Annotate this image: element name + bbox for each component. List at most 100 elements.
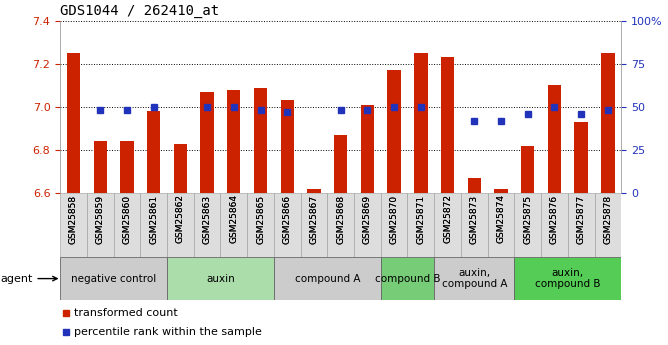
Text: GSM25877: GSM25877 [576, 195, 586, 244]
Text: auxin: auxin [206, 274, 235, 284]
Text: GSM25861: GSM25861 [149, 195, 158, 244]
Text: GSM25870: GSM25870 [389, 195, 399, 244]
Text: GSM25861: GSM25861 [149, 195, 158, 244]
Text: GSM25874: GSM25874 [496, 195, 506, 244]
Bar [147, 111, 160, 193]
Bar [601, 53, 615, 193]
Bar [307, 189, 321, 193]
Bar [274, 257, 381, 300]
Bar [387, 70, 401, 193]
Bar [381, 193, 407, 257]
Bar [60, 257, 167, 300]
Bar [521, 146, 534, 193]
Bar [254, 88, 267, 193]
Text: GSM25859: GSM25859 [96, 195, 105, 244]
Text: GDS1044 / 262410_at: GDS1044 / 262410_at [60, 4, 219, 18]
Bar [94, 141, 107, 193]
Bar [574, 122, 588, 193]
Bar [140, 193, 167, 257]
Bar [434, 257, 514, 300]
Bar [461, 193, 488, 257]
Bar [334, 135, 347, 193]
Bar [301, 193, 327, 257]
Bar [514, 257, 621, 300]
Bar [327, 193, 354, 257]
Text: agent: agent [0, 274, 57, 284]
Text: GSM25875: GSM25875 [523, 195, 532, 244]
Bar [568, 193, 595, 257]
Text: GSM25869: GSM25869 [363, 195, 372, 244]
Text: GSM25862: GSM25862 [176, 195, 185, 244]
Text: GSM25859: GSM25859 [96, 195, 105, 244]
Text: GSM25873: GSM25873 [470, 195, 479, 244]
Text: GSM25867: GSM25867 [309, 195, 319, 244]
Text: GSM25866: GSM25866 [283, 195, 292, 244]
Text: GSM25865: GSM25865 [256, 195, 265, 244]
Text: GSM25869: GSM25869 [363, 195, 372, 244]
Text: GSM25867: GSM25867 [309, 195, 319, 244]
Text: GSM25860: GSM25860 [122, 195, 132, 244]
Text: auxin,
compound B: auxin, compound B [535, 268, 601, 289]
Text: GSM25866: GSM25866 [283, 195, 292, 244]
Text: GSM25864: GSM25864 [229, 195, 238, 244]
Bar [220, 193, 247, 257]
Text: GSM25865: GSM25865 [256, 195, 265, 244]
Bar [167, 193, 194, 257]
Text: GSM25871: GSM25871 [416, 195, 426, 244]
Bar [494, 189, 508, 193]
Bar [381, 257, 434, 300]
Text: GSM25876: GSM25876 [550, 195, 559, 244]
Text: compound A: compound A [295, 274, 360, 284]
Text: auxin,
compound A: auxin, compound A [442, 268, 507, 289]
Text: GSM25868: GSM25868 [336, 195, 345, 244]
Bar [541, 193, 568, 257]
Bar [361, 105, 374, 193]
Text: GSM25863: GSM25863 [202, 195, 212, 244]
Bar [60, 193, 87, 257]
Text: GSM25878: GSM25878 [603, 195, 613, 244]
Text: GSM25860: GSM25860 [122, 195, 132, 244]
Bar [174, 144, 187, 193]
Bar [194, 193, 220, 257]
Bar [114, 193, 140, 257]
Text: compound B: compound B [375, 274, 440, 284]
Bar [200, 92, 214, 193]
Text: transformed count: transformed count [74, 308, 178, 318]
Text: GSM25874: GSM25874 [496, 195, 506, 244]
Text: GSM25872: GSM25872 [443, 195, 452, 244]
Bar [595, 193, 621, 257]
Bar [247, 193, 274, 257]
Bar [274, 193, 301, 257]
Bar [407, 193, 434, 257]
Text: GSM25878: GSM25878 [603, 195, 613, 244]
Text: GSM25858: GSM25858 [69, 195, 78, 244]
Bar [87, 193, 114, 257]
Text: GSM25870: GSM25870 [389, 195, 399, 244]
Text: GSM25862: GSM25862 [176, 195, 185, 244]
Text: negative control: negative control [71, 274, 156, 284]
Text: GSM25877: GSM25877 [576, 195, 586, 244]
Text: percentile rank within the sample: percentile rank within the sample [74, 327, 262, 337]
Text: GSM25871: GSM25871 [416, 195, 426, 244]
Bar [434, 193, 461, 257]
Bar [468, 178, 481, 193]
Text: GSM25864: GSM25864 [229, 195, 238, 244]
Bar [441, 57, 454, 193]
Bar [514, 193, 541, 257]
Bar [488, 193, 514, 257]
Bar [281, 100, 294, 193]
Text: GSM25863: GSM25863 [202, 195, 212, 244]
Text: GSM25875: GSM25875 [523, 195, 532, 244]
Text: GSM25872: GSM25872 [443, 195, 452, 244]
Text: GSM25873: GSM25873 [470, 195, 479, 244]
Text: GSM25868: GSM25868 [336, 195, 345, 244]
Bar [227, 90, 240, 193]
Bar [120, 141, 134, 193]
Bar [354, 193, 381, 257]
Bar [414, 53, 428, 193]
Bar [548, 86, 561, 193]
Text: GSM25858: GSM25858 [69, 195, 78, 244]
Text: GSM25876: GSM25876 [550, 195, 559, 244]
Bar [67, 53, 80, 193]
Bar [167, 257, 274, 300]
